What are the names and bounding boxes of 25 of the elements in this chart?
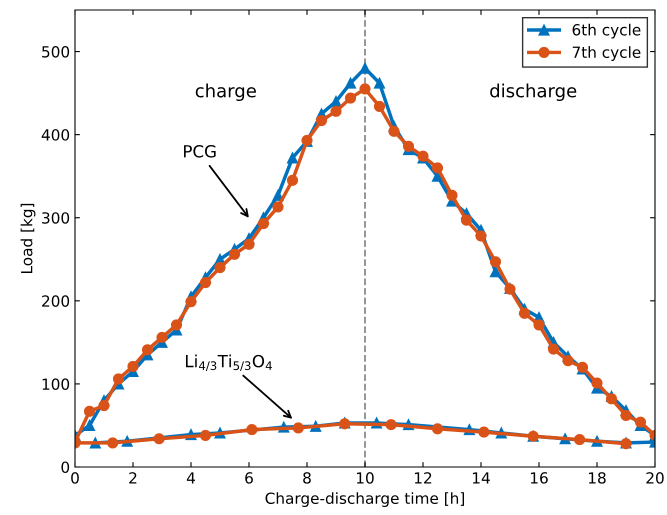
y-tick-label: 400: [42, 129, 70, 141]
x-tick-label: 18: [588, 472, 606, 484]
x-tick-label: 8: [303, 472, 311, 484]
y-tick-label: 300: [42, 212, 70, 224]
y-tick-label: 500: [42, 46, 70, 58]
x-tick-label: 6: [245, 472, 253, 484]
annotation: discharge: [490, 84, 576, 101]
x-tick-label: 20: [646, 472, 664, 484]
y-tick-label: 200: [42, 295, 70, 307]
x-tick-label: 12: [414, 472, 432, 484]
annotation: PCG: [184, 144, 216, 158]
annotation: charge: [196, 84, 256, 101]
x-tick-label: 14: [472, 472, 490, 484]
y-axis-title: Load [kg]: [20, 204, 36, 273]
x-tick-label: 4: [186, 472, 196, 484]
legend-label: 7th cycle: [572, 46, 640, 61]
x-tick-label: 2: [129, 472, 136, 484]
x-tick-label: 10: [356, 472, 374, 484]
legend-label: 6th cycle: [572, 24, 640, 39]
y-tick-label: 100: [42, 378, 70, 390]
x-tick-label: 0: [71, 472, 79, 484]
x-tick-label: 16: [530, 472, 548, 484]
x-axis-title: Charge-discharge time [h]: [266, 492, 464, 507]
annotation: Li$_{4/3}$Ti$_{5/3}$O$_{4}$: [186, 354, 272, 372]
y-tick-label: 0: [61, 461, 70, 474]
